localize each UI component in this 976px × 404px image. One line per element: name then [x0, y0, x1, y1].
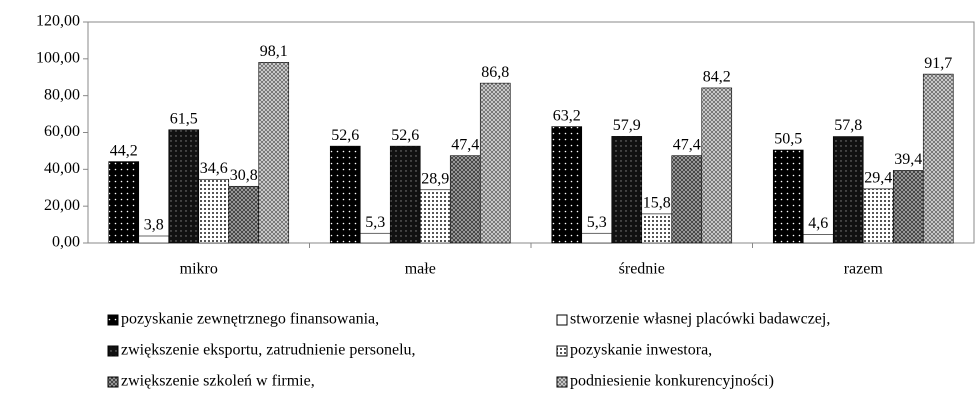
bar	[258, 62, 290, 244]
bar	[832, 136, 864, 244]
value-label: 5,3	[587, 214, 607, 231]
value-label: 52,6	[391, 127, 419, 144]
value-label: 91,7	[924, 55, 952, 72]
legend-label: stworzenie własnej placówki badawczej,	[570, 311, 830, 328]
legend-marker	[556, 314, 568, 326]
y-tick-label: 0,00	[52, 234, 80, 251]
value-label: 3,8	[144, 217, 164, 234]
y-tick-label: 120,00	[36, 13, 80, 30]
bar	[198, 178, 230, 244]
bar	[479, 82, 511, 244]
bar	[389, 145, 421, 244]
y-tick-label: 80,00	[44, 86, 80, 103]
value-label: 47,4	[673, 136, 701, 153]
bar	[329, 145, 361, 244]
value-label: 50,5	[774, 131, 802, 148]
x-tick-label: razem	[844, 261, 884, 278]
bar	[922, 73, 954, 244]
x-tick-label: małe	[405, 261, 436, 278]
bar	[701, 87, 733, 244]
bar	[449, 155, 481, 244]
value-label: 57,8	[834, 117, 862, 134]
y-tick-label: 40,00	[44, 160, 80, 177]
bar	[419, 189, 451, 244]
value-label: 57,9	[613, 117, 641, 134]
bar	[228, 185, 260, 244]
value-label: 47,4	[451, 136, 479, 153]
x-tick-label: średnie	[619, 261, 665, 278]
y-tick-label: 20,00	[44, 197, 80, 214]
value-label: 30,8	[230, 167, 258, 184]
bar	[168, 129, 200, 244]
bar	[611, 136, 643, 244]
legend-marker	[556, 376, 568, 388]
value-label: 15,8	[643, 195, 671, 212]
bar	[892, 170, 924, 244]
value-label: 63,2	[553, 107, 581, 124]
legend-label: pozyskanie zewnętrznego finansowania,	[121, 311, 379, 328]
bar	[772, 149, 804, 244]
value-label: 29,4	[864, 170, 892, 187]
bar	[359, 232, 391, 244]
value-label: 44,2	[110, 142, 138, 159]
bar	[802, 234, 834, 244]
value-label: 4,6	[808, 215, 828, 232]
legend-marker	[107, 314, 119, 326]
value-label: 86,8	[481, 64, 509, 81]
y-tick-label: 60,00	[44, 123, 80, 140]
legend-label: zwiększenie szkoleń w firmie,	[121, 373, 315, 390]
bar	[581, 232, 613, 244]
bar	[641, 213, 673, 244]
bar	[138, 235, 170, 244]
legend-marker	[107, 345, 119, 357]
bar	[551, 126, 583, 244]
legend-label: zwiększenie eksportu, zatrudnienie perso…	[121, 342, 416, 359]
value-label: 39,4	[894, 151, 922, 168]
bar	[862, 188, 894, 244]
value-label: 61,5	[170, 110, 198, 127]
value-label: 84,2	[703, 69, 731, 86]
bar	[671, 155, 703, 244]
legend-label: pozyskanie inwestora,	[570, 342, 712, 359]
value-label: 5,3	[365, 214, 385, 231]
bar	[108, 161, 140, 244]
legend-label: podniesienie konkurencyjności)	[570, 373, 774, 390]
value-label: 28,9	[421, 170, 449, 187]
legend-marker	[107, 376, 119, 388]
value-label: 52,6	[331, 127, 359, 144]
value-label: 34,6	[200, 160, 228, 177]
value-label: 98,1	[260, 43, 288, 60]
legend-marker	[556, 345, 568, 357]
y-tick-label: 100,00	[36, 50, 80, 67]
x-tick-label: mikro	[180, 261, 218, 278]
